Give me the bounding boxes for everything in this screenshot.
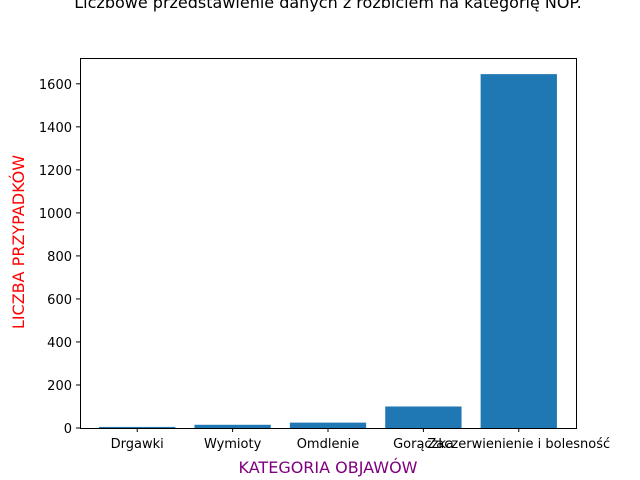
y-tick-label: 0 <box>64 422 72 437</box>
bar-2 <box>289 422 367 428</box>
x-tick-label: Zaczerwienienie i bolesność <box>427 437 610 452</box>
plot-frame <box>80 58 577 429</box>
bars-group <box>99 74 557 428</box>
y-tick-label: 400 <box>47 336 72 351</box>
y-tick-label: 200 <box>47 379 72 394</box>
y-tick-label: 1200 <box>39 164 72 179</box>
x-tick-label: Wymioty <box>204 437 262 452</box>
y-axis-label: LICZBA PRZYPADKÓW <box>9 155 28 329</box>
chart-title: Liczbowe przedstawienie danych z rozbici… <box>74 0 581 12</box>
x-tick-label: Drgawki <box>111 437 164 452</box>
y-tick-label: 1600 <box>39 78 72 93</box>
x-axis-label: KATEGORIA OBJAWÓW <box>239 458 418 477</box>
y-axis-ticks: 0 200 400 600 800 1000 1200 1400 1600 <box>39 78 80 437</box>
bar-4 <box>480 74 557 428</box>
bar-1 <box>194 424 271 428</box>
x-tick-label: Omdlenie <box>297 437 360 452</box>
y-tick-label: 1000 <box>39 207 72 222</box>
x-axis-ticks: Drgawki Wymioty Omdlenie GorączkaZaczerwien… <box>111 428 610 452</box>
y-tick-label: 600 <box>47 293 72 308</box>
y-tick-label: 1400 <box>39 121 72 136</box>
bar-0 <box>99 426 176 428</box>
y-tick-label: 800 <box>47 250 72 265</box>
x-tick-label: Gorączka <box>393 437 454 452</box>
bar-3 <box>385 406 462 428</box>
